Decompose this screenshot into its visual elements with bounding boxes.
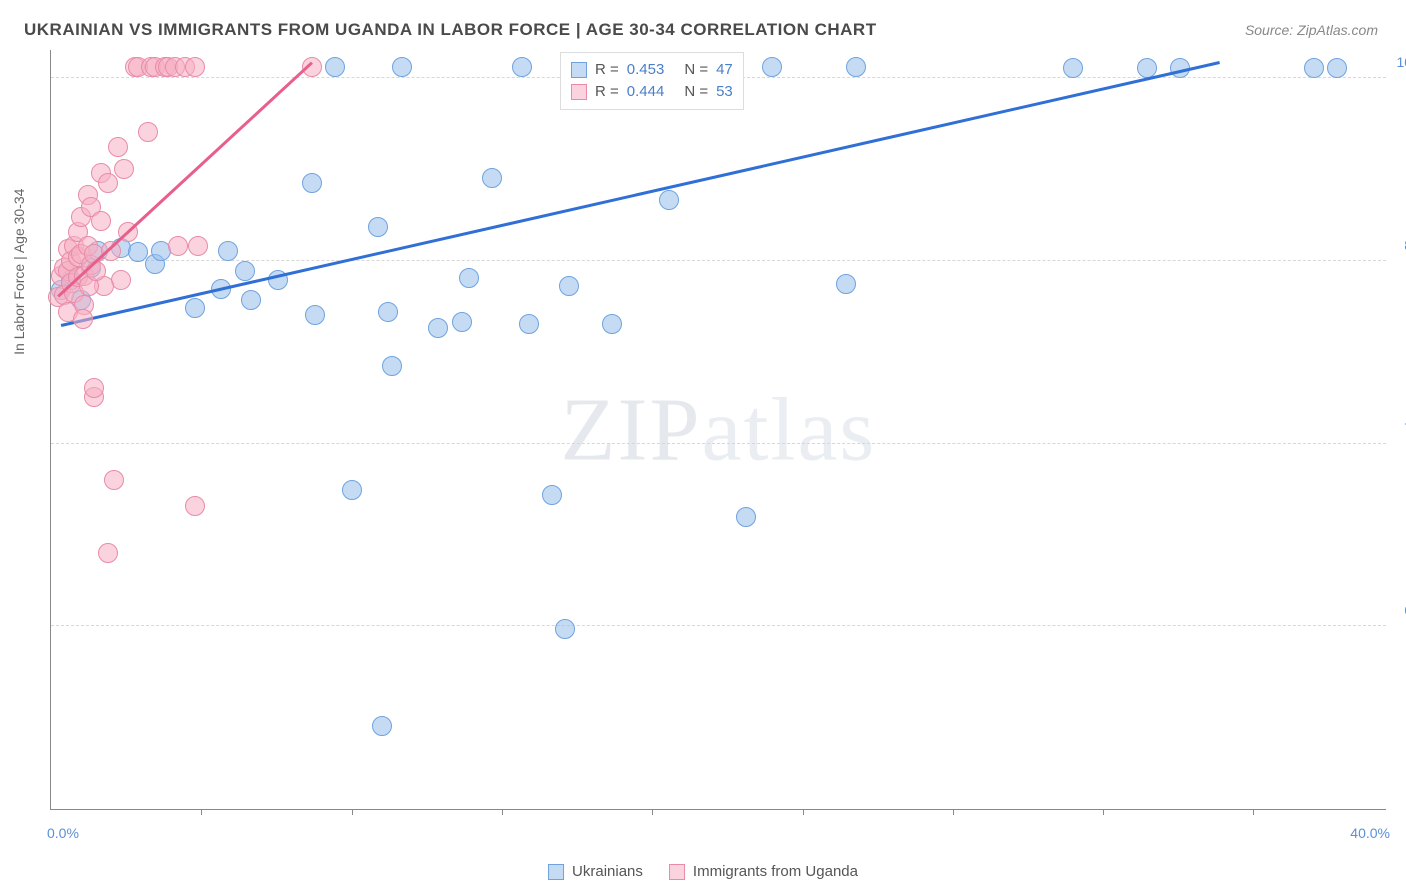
data-point-ukr [519,314,539,334]
data-point-uga [104,470,124,490]
data-point-ukr [459,268,479,288]
r-value: 0.444 [627,81,665,103]
data-point-uga [185,57,205,77]
data-point-ukr [659,190,679,210]
data-point-ukr [428,318,448,338]
x-tick [953,809,954,815]
data-point-ukr [555,619,575,639]
data-point-ukr [305,305,325,325]
x-axis-min: 0.0% [47,825,79,841]
data-point-ukr [452,312,472,332]
source-label: Source: ZipAtlas.com [1245,22,1378,38]
data-point-ukr [846,57,866,77]
n-label: N = [684,59,708,81]
n-value: 53 [716,81,733,103]
x-tick [1253,809,1254,815]
r-label: R = [595,59,619,81]
n-label: N = [684,81,708,103]
r-value: 0.453 [627,59,665,81]
n-value: 47 [716,59,733,81]
data-point-ukr [241,290,261,310]
data-point-ukr [1063,58,1083,78]
gridline [51,625,1386,626]
data-point-ukr [372,716,392,736]
legend-row: R = 0.453 N = 47 [571,59,733,81]
data-point-ukr [559,276,579,296]
data-point-ukr [512,57,532,77]
x-tick [803,809,804,815]
series-legend: Ukrainians Immigrants from Uganda [548,863,858,880]
data-point-ukr [185,298,205,318]
data-point-ukr [342,480,362,500]
legend-label: Immigrants from Uganda [693,863,858,880]
plot-area: ZIPatlas In Labor Force | Age 30-34 0.0%… [50,50,1386,810]
legend-label: Ukrainians [572,863,643,880]
y-axis-title: In Labor Force | Age 30-34 [11,188,27,354]
data-point-uga [188,236,208,256]
legend-row: R = 0.444 N = 53 [571,81,733,103]
chart-title: UKRAINIAN VS IMMIGRANTS FROM UGANDA IN L… [24,20,877,40]
data-point-ukr [235,261,255,281]
watermark-bold: ZIP [561,380,702,479]
r-label: R = [595,81,619,103]
x-tick [352,809,353,815]
legend-swatch [669,864,685,880]
data-point-ukr [836,274,856,294]
gridline [51,443,1386,444]
data-point-ukr [218,241,238,261]
data-point-ukr [325,57,345,77]
data-point-ukr [602,314,622,334]
data-point-uga [138,122,158,142]
x-tick [201,809,202,815]
legend-swatch [548,864,564,880]
data-point-ukr [482,168,502,188]
correlation-legend: R = 0.453 N = 47 R = 0.444 N = 53 [560,52,744,110]
gridline [51,260,1386,261]
x-tick [652,809,653,815]
legend-swatch [571,84,587,100]
data-point-uga [114,159,134,179]
data-point-ukr [382,356,402,376]
data-point-uga [108,137,128,157]
data-point-ukr [1327,58,1347,78]
data-point-ukr [542,485,562,505]
legend-item: Ukrainians [548,863,643,880]
x-tick [1103,809,1104,815]
data-point-uga [185,496,205,516]
x-axis-max: 40.0% [1350,825,1390,841]
data-point-uga [98,543,118,563]
watermark-thin: atlas [702,380,877,479]
x-tick [502,809,503,815]
data-point-ukr [378,302,398,322]
data-point-ukr [392,57,412,77]
data-point-uga [84,378,104,398]
legend-swatch [571,62,587,78]
data-point-uga [168,236,188,256]
data-point-uga [98,173,118,193]
legend-item: Immigrants from Uganda [669,863,858,880]
data-point-uga [91,211,111,231]
data-point-ukr [1304,58,1324,78]
data-point-uga [73,309,93,329]
data-point-ukr [762,57,782,77]
data-point-ukr [302,173,322,193]
y-tick-label: 100.0% [1397,54,1406,70]
data-point-ukr [736,507,756,527]
data-point-ukr [368,217,388,237]
watermark: ZIPatlas [561,378,877,481]
